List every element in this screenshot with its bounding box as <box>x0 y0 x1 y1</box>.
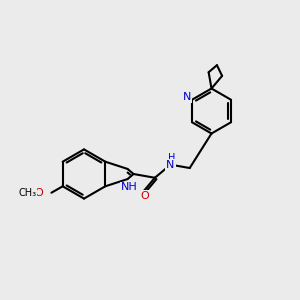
Text: NH: NH <box>121 182 137 193</box>
Text: O: O <box>34 188 43 198</box>
Text: N: N <box>166 160 175 170</box>
Text: H: H <box>168 153 176 163</box>
Text: methoxy: methoxy <box>21 193 27 194</box>
Text: O: O <box>140 191 149 201</box>
Text: N: N <box>182 92 191 102</box>
Text: CH₃: CH₃ <box>18 188 37 198</box>
